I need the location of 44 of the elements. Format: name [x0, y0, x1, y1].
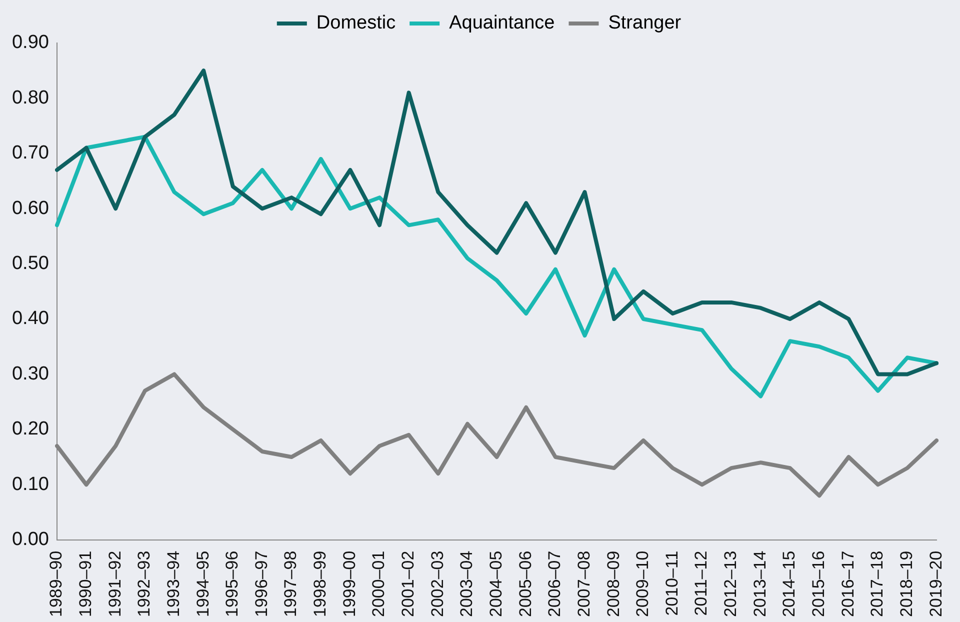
legend-label: Stranger	[608, 12, 682, 34]
y-tick-label: 0.60	[12, 198, 49, 219]
x-tick-label: 2019–20	[926, 550, 946, 618]
x-tick-label: 1998–99	[310, 550, 330, 618]
x-tick-label: 2000–01	[369, 550, 388, 618]
y-tick-label: 0.30	[12, 363, 49, 384]
x-tick-label: 2007–08	[574, 550, 594, 618]
x-tick-label: 1990–91	[76, 550, 95, 618]
x-tick-label: 2015–16	[809, 550, 828, 618]
x-tick-label: 2006–07	[545, 550, 564, 618]
y-tick-label: 0.90	[12, 32, 49, 54]
x-tick-label: 2012–13	[721, 550, 740, 618]
x-tick-label: 2014–15	[780, 550, 799, 618]
legend-label: Aquaintance	[449, 12, 555, 34]
x-tick-label: 1999–00	[340, 550, 359, 618]
x-tick-label: 2016–17	[838, 550, 858, 618]
x-tick-label: 1996–97	[252, 550, 271, 618]
x-tick-label: 1995–96	[222, 550, 242, 618]
x-tick-label: 2002–03	[428, 550, 447, 618]
x-tick-label: 2011–12	[692, 550, 711, 616]
y-tick-label: 0.70	[12, 142, 49, 164]
x-tick-label: 1992–93	[134, 550, 154, 618]
y-tick-label: 0.10	[12, 474, 49, 495]
x-tick-label: 2009–10	[633, 550, 652, 618]
y-tick-label: 0.80	[12, 87, 49, 108]
y-tick-label: 0.20	[12, 418, 49, 440]
y-tick-label: 0.40	[12, 308, 49, 330]
x-tick-label: 2013–14	[750, 550, 770, 618]
y-tick-label: 0.00	[12, 529, 49, 550]
x-tick-label: 2018–19	[896, 550, 916, 618]
y-tick-label: 0.50	[12, 253, 49, 274]
x-tick-label: 2005–06	[516, 550, 535, 618]
x-tick-label: 2001–02	[398, 550, 418, 618]
x-tick-label: 2008–09	[604, 550, 623, 618]
x-tick-label: 2004–05	[486, 550, 506, 618]
legend-label: Domestic	[316, 12, 396, 34]
x-tick-label: 2017–18	[868, 550, 887, 618]
x-tick-label: 1991–92	[105, 550, 124, 618]
x-tick-label: 1989–90	[46, 550, 66, 618]
x-tick-label: 1994–95	[193, 550, 212, 618]
x-tick-label: 1993–94	[164, 550, 183, 618]
x-tick-label: 1997–98	[281, 550, 300, 618]
x-tick-label: 2003–04	[457, 550, 476, 618]
x-tick-label: 2010–11	[662, 550, 682, 616]
